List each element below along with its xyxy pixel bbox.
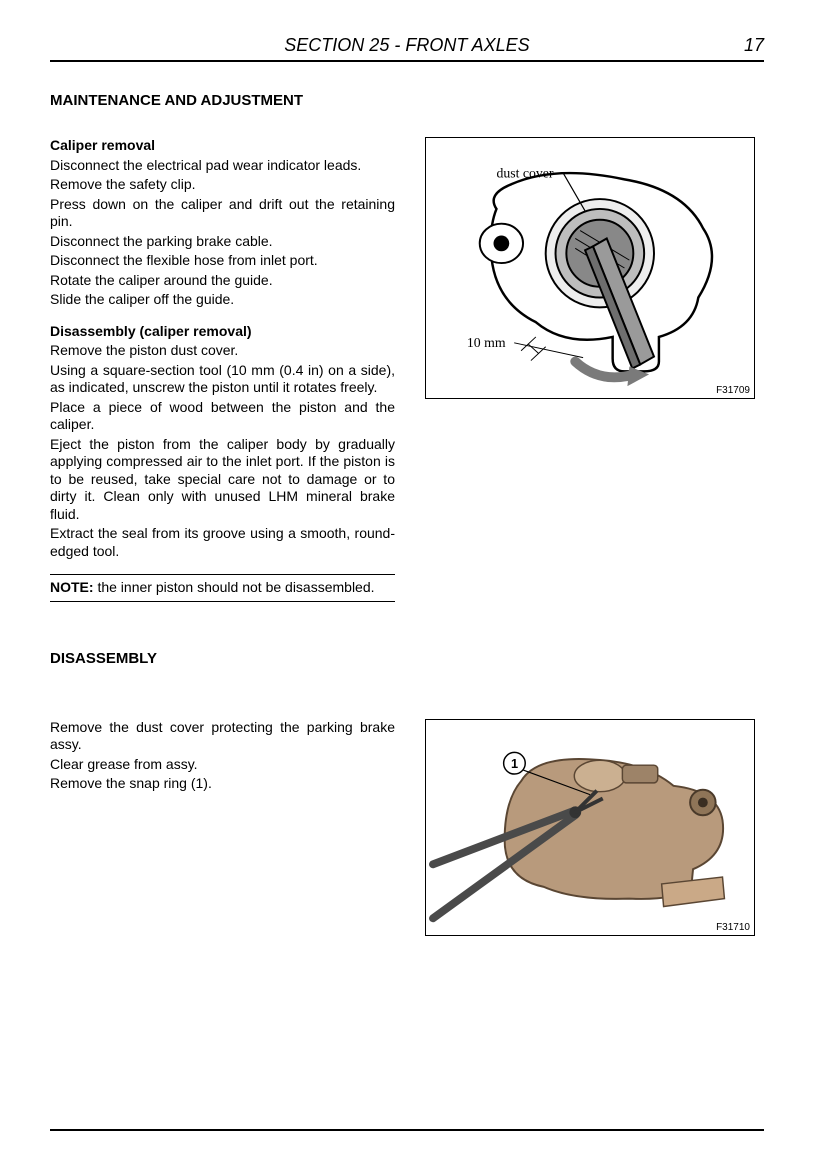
ten-mm-label: 10 mm	[467, 335, 506, 350]
dust-cover-label: dust cover	[496, 165, 553, 180]
section-disassembly: Remove the dust cover protecting the par…	[50, 719, 764, 936]
text-line: Extract the seal from its groove using a…	[50, 525, 395, 560]
text-line: Remove the snap ring (1).	[50, 775, 395, 793]
disassembly-heading: DISASSEMBLY	[50, 650, 764, 667]
caliper-diagram-icon: dust cover 10 mm	[427, 140, 753, 396]
text-line: Press down on the caliper and drift out …	[50, 196, 395, 231]
caliper-removal-heading: Caliper removal	[50, 137, 395, 155]
main-heading: MAINTENANCE AND ADJUSTMENT	[50, 92, 764, 109]
disassembly-caliper-block: Disassembly (caliper removal) Remove the…	[50, 323, 395, 561]
disassembly-caliper-heading: Disassembly (caliper removal)	[50, 323, 395, 341]
text-line: Remove the dust cover protecting the par…	[50, 719, 395, 754]
note-text: the inner piston should not be disassemb…	[94, 579, 375, 595]
text-line: Using a square-section tool (10 mm (0.4 …	[50, 362, 395, 397]
text-line: Clear grease from assy.	[50, 756, 395, 774]
right-column-2: 1 F31710	[425, 719, 764, 936]
note-block: NOTE: the inner piston should not be dis…	[50, 574, 395, 602]
figure-2-id: F31710	[716, 922, 750, 933]
text-line: Place a piece of wood between the piston…	[50, 399, 395, 434]
text-line: Slide the caliper off the guide.	[50, 291, 395, 309]
header-title: SECTION 25 - FRONT AXLES	[50, 35, 764, 56]
text-line: Disconnect the electrical pad wear indic…	[50, 157, 395, 175]
caliper-removal-block: Caliper removal Disconnect the electrica…	[50, 137, 395, 309]
page: SECTION 25 - FRONT AXLES 17 MAINTENANCE …	[0, 0, 814, 1171]
text-line: Disconnect the parking brake cable.	[50, 233, 395, 251]
figure-1-body: dust cover 10 mm	[426, 138, 754, 398]
text-line: Eject the piston from the caliper body b…	[50, 436, 395, 524]
figure-1-id: F31709	[716, 385, 750, 396]
left-column-1: Caliper removal Disconnect the electrica…	[50, 137, 395, 602]
section-caliper: Caliper removal Disconnect the electrica…	[50, 137, 764, 602]
callout-1-label: 1	[511, 756, 518, 771]
left-column-2: Remove the dust cover protecting the par…	[50, 719, 395, 795]
right-column-1: dust cover 10 mm F31709	[425, 137, 764, 399]
figure-2: 1 F31710	[425, 719, 755, 936]
footer-rule	[50, 1129, 764, 1131]
caliper-photo-icon: 1	[427, 722, 753, 933]
text-line: Rotate the caliper around the guide.	[50, 272, 395, 290]
note-label: NOTE:	[50, 579, 94, 595]
text-line: Remove the safety clip.	[50, 176, 395, 194]
page-number: 17	[744, 35, 764, 56]
text-line: Remove the piston dust cover.	[50, 342, 395, 360]
figure-2-body: 1	[426, 720, 754, 935]
figure-1: dust cover 10 mm F31709	[425, 137, 755, 399]
page-header: SECTION 25 - FRONT AXLES 17	[50, 35, 764, 62]
text-line: Disconnect the flexible hose from inlet …	[50, 252, 395, 270]
